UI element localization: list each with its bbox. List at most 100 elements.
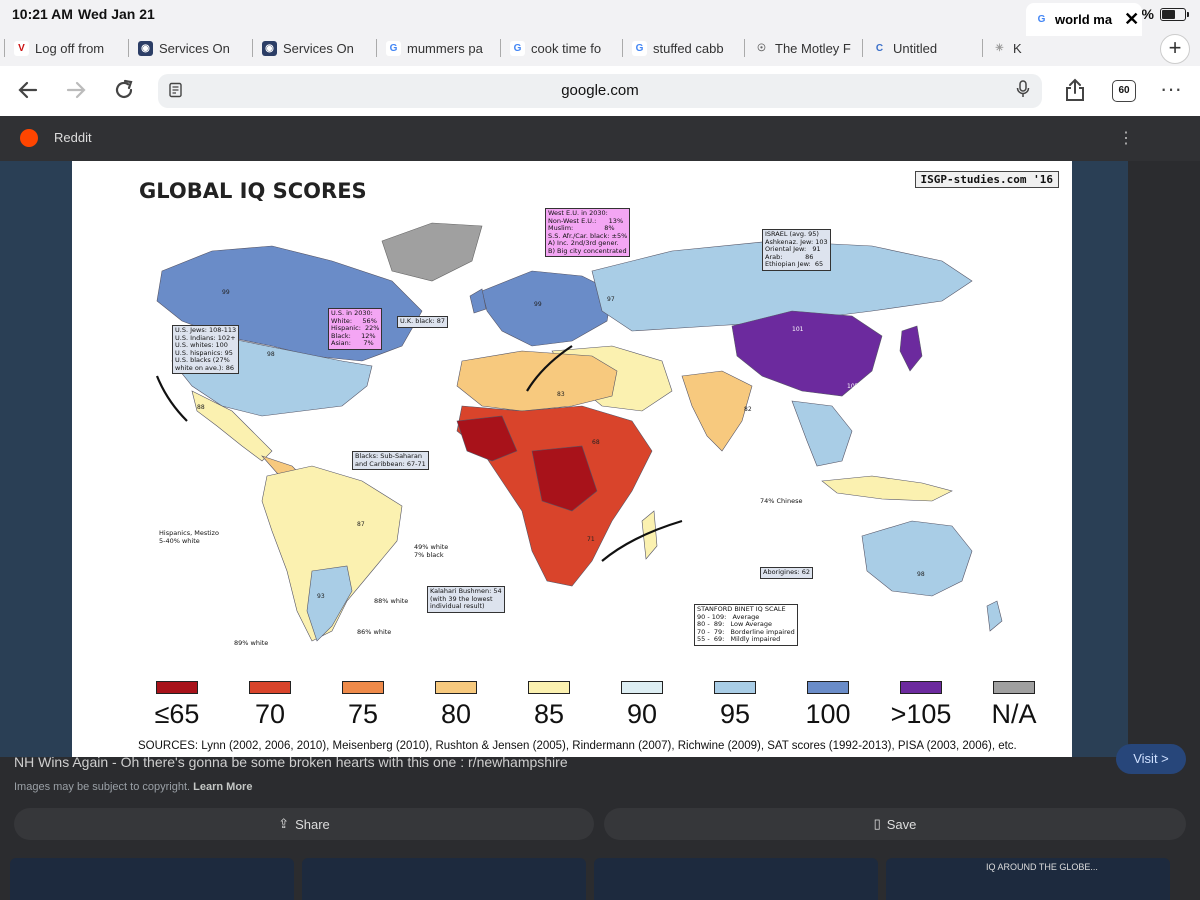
status-time: 10:21 AM	[12, 6, 73, 22]
status-date: Wed Jan 21	[78, 6, 155, 22]
legend-swatch	[714, 681, 756, 694]
tab-label: mummers pa	[407, 40, 483, 56]
note-us-2030: U.S. in 2030: White: 56% Hispanic: 22% B…	[328, 308, 383, 350]
legend-label: ≤65	[154, 699, 200, 729]
tab-favicon-icon: V	[14, 40, 29, 56]
tab-favicon-icon: G	[510, 40, 525, 56]
tab-separator	[128, 39, 129, 57]
result-caption[interactable]: NH Wins Again - Oh there's gonna be some…	[14, 754, 568, 770]
related-image-text: IQ AROUND THE GLOBE...	[986, 862, 1098, 872]
close-icon[interactable]: ✕	[1124, 9, 1140, 29]
share-button[interactable]: ⇪ Share	[14, 808, 594, 840]
back-arrow-icon[interactable]	[16, 78, 40, 109]
map-title: GLOBAL IQ SCORES	[139, 179, 367, 203]
tab-0[interactable]: V Log off from	[4, 35, 124, 61]
legend-item: N/A	[969, 681, 1059, 730]
legend-swatch	[621, 681, 663, 694]
australia-shape	[861, 520, 973, 597]
bookmark-icon: ▯	[873, 816, 881, 831]
copyright-notice: Images may be subject to copyright. Lear…	[14, 781, 252, 793]
save-button[interactable]: ▯ Save	[604, 808, 1186, 840]
score-usa: 98	[267, 351, 275, 358]
note-us: U.S. Jews: 108-113 U.S. Indians: 102+ U.…	[172, 325, 240, 374]
europe-shape	[481, 270, 613, 347]
legend-item: 85	[504, 681, 594, 730]
image-backdrop-right	[1072, 161, 1128, 757]
legend-label: >105	[890, 699, 952, 729]
new-tab-button[interactable]: +	[1160, 34, 1190, 64]
legend-swatch	[342, 681, 384, 694]
note-kalahari: Kalahari Bushmen: 54 (with 39 the lowest…	[427, 586, 505, 613]
share-icon: ⇪	[278, 816, 290, 831]
tab-separator	[376, 39, 377, 57]
source-bar: Reddit ⋮	[0, 116, 1200, 161]
legend-swatch	[249, 681, 291, 694]
score-china: 101	[792, 326, 804, 333]
copyright-text: Images may be subject to copyright.	[14, 781, 191, 793]
score-india: 82	[744, 406, 752, 413]
legend-item: ≤65	[132, 681, 222, 730]
india-shape	[681, 370, 753, 452]
more-vert-icon[interactable]: ⋮	[1118, 130, 1134, 147]
image-backdrop-left	[0, 161, 72, 757]
page-content: Reddit ⋮ GLOBAL IQ SCORES ISGP-studies.c…	[0, 116, 1200, 900]
learn-more-link[interactable]: Learn More	[193, 781, 253, 793]
tab-6[interactable]: ☉ The Motley F	[744, 35, 858, 61]
note-aborigines: Aborigines: 62	[760, 567, 813, 579]
legend-label: 70	[254, 699, 286, 729]
score-central-africa: 68	[592, 439, 600, 446]
legend-item: 80	[411, 681, 501, 730]
north-africa-shape	[456, 350, 618, 412]
tab-favicon-icon: ◉	[262, 40, 277, 56]
south-america-shape	[261, 465, 403, 642]
uk-shape	[469, 288, 487, 314]
legend-label: 85	[533, 699, 565, 729]
related-image[interactable]: IQ AROUND THE GLOBE...	[886, 858, 1170, 900]
map-sources: SOURCES: Lynn (2002, 2006, 2010), Meisen…	[138, 740, 1017, 752]
score-mexico: 88	[197, 404, 205, 411]
preview-image[interactable]: GLOBAL IQ SCORES ISGP-studies.com '16	[72, 161, 1072, 757]
note-hispanics: Hispanics, Mestizo 5-40% white	[157, 529, 221, 546]
tab-7[interactable]: C Untitled	[862, 35, 978, 61]
tab-favicon-icon: G	[632, 40, 647, 56]
legend-item: 70	[225, 681, 315, 730]
navigation-bar: google.com 60 ···	[0, 66, 1200, 116]
related-image[interactable]	[594, 858, 878, 900]
share-icon[interactable]	[1064, 78, 1086, 109]
legend-swatch	[807, 681, 849, 694]
note-brazil: 49% white 7% black	[412, 543, 451, 560]
legend-label: N/A	[991, 699, 1037, 729]
tab-count-button[interactable]: 60	[1112, 80, 1136, 102]
visit-button[interactable]: Visit >	[1116, 744, 1186, 774]
china-shape	[731, 310, 883, 397]
legend-swatch	[528, 681, 570, 694]
tab-active[interactable]: G world ma ✕	[1026, 3, 1142, 36]
note-israel: ISRAEL (avg. 95) Ashkenaz. Jew: 103 Orie…	[762, 229, 831, 271]
tab-2[interactable]: ◉ Services On	[252, 35, 372, 61]
related-image[interactable]	[10, 858, 294, 900]
legend-label: 95	[719, 699, 751, 729]
status-bar: 10:21 AM Wed Jan 21 61%	[0, 0, 1200, 30]
note-chinese: 74% Chinese	[758, 497, 805, 507]
more-options-icon[interactable]: ···	[1160, 76, 1182, 101]
reader-icon[interactable]	[168, 82, 184, 103]
tab-favicon-icon: ✳	[992, 40, 1007, 56]
forward-arrow-icon[interactable]	[64, 78, 88, 109]
legend-label: 90	[626, 699, 658, 729]
related-image[interactable]	[302, 858, 586, 900]
address-bar[interactable]: google.com	[158, 74, 1042, 108]
score-argentina: 93	[317, 593, 325, 600]
reload-icon[interactable]	[112, 78, 136, 109]
microphone-icon[interactable]	[1016, 80, 1030, 103]
score-brazil: 87	[357, 521, 365, 528]
tab-label: Untitled	[893, 40, 938, 56]
tab-1[interactable]: ◉ Services On	[128, 35, 248, 61]
legend-label: 75	[347, 699, 379, 729]
tab-8[interactable]: ✳ Ki	[982, 35, 1022, 61]
mexico-shape	[191, 390, 273, 462]
source-name[interactable]: Reddit	[54, 130, 92, 145]
